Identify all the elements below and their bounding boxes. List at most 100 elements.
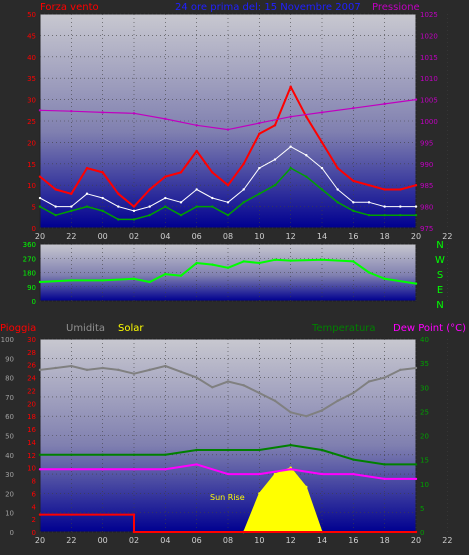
x-tick-label: 04 xyxy=(160,232,170,241)
dew-point-point xyxy=(258,472,261,476)
wind-gust-point xyxy=(320,141,324,144)
wind-direction-point xyxy=(320,258,324,262)
direction-y-tick: 0 xyxy=(32,298,36,306)
wind-gust-point xyxy=(242,162,245,165)
humidity-y-tick: 0 xyxy=(10,529,14,537)
wind-direction-point xyxy=(367,271,371,274)
pressure-y-tick: 1025 xyxy=(420,11,438,19)
wind-gust-point xyxy=(70,192,73,195)
wind-direction-point xyxy=(164,272,167,276)
wind-low-point xyxy=(117,218,120,221)
x-tick-label: 22 xyxy=(442,232,452,241)
wind-low-point xyxy=(242,201,245,204)
wind-gust-point xyxy=(132,205,136,208)
wind-low-point xyxy=(273,184,277,187)
rain-point xyxy=(132,513,136,516)
wind-gust-point xyxy=(258,132,261,136)
wind-low-point xyxy=(70,209,73,213)
rain-y-tick: 0 xyxy=(32,529,36,537)
wind-low-point xyxy=(383,213,386,217)
pressure-y-tick: 1015 xyxy=(420,54,438,62)
wind-avg-point xyxy=(54,205,57,208)
wind-direction-point xyxy=(226,266,230,269)
pressure-point xyxy=(132,112,136,115)
temperature-point xyxy=(226,448,230,452)
wind-gust-point xyxy=(179,171,183,174)
x-tick-label: 08 xyxy=(223,536,233,545)
wind-low-point xyxy=(211,205,214,208)
rain-y-tick: 8 xyxy=(32,478,36,486)
pressure-y-tick: 995 xyxy=(420,139,433,147)
humidity-y-tick: 10 xyxy=(5,510,14,518)
humidity-y-tick: 70 xyxy=(5,394,14,402)
temperature-point xyxy=(195,448,198,452)
wind-low-point xyxy=(289,166,292,170)
humidity-point xyxy=(399,368,402,372)
wind-gust-point xyxy=(117,192,120,195)
x-tick-label: 12 xyxy=(286,536,296,545)
pressure-point xyxy=(414,98,418,101)
temperature-y-tick: 35 xyxy=(420,360,429,368)
temperature-y-tick: 20 xyxy=(420,433,429,441)
humidity-point xyxy=(352,391,355,395)
humidity-y-tick: 90 xyxy=(5,355,14,363)
x-tick-label: 14 xyxy=(317,232,327,241)
rain-y-tick: 26 xyxy=(27,362,36,370)
dew-point-point xyxy=(132,468,136,471)
humidity-point xyxy=(320,409,324,412)
wind-avg-point xyxy=(179,201,183,204)
wind-gust-point xyxy=(164,175,167,178)
wind-avg-point xyxy=(320,166,324,170)
wind-direction-point xyxy=(289,259,292,262)
wind-gust-point xyxy=(336,166,339,170)
dew-point-point xyxy=(70,468,73,471)
wind-gust-point xyxy=(38,175,42,178)
rain-line xyxy=(40,513,416,533)
temperature-point xyxy=(164,453,167,456)
wind-low-point xyxy=(179,213,183,217)
x-tick-label: 00 xyxy=(98,536,108,545)
x-tick-label: 22 xyxy=(442,536,452,545)
rain-y-tick: 24 xyxy=(27,375,36,383)
temperature-y-tick: 5 xyxy=(420,505,424,513)
wind-gust-point xyxy=(367,184,371,187)
dew-point-label: Dew Point (°C) xyxy=(393,323,466,334)
pressure-label: Pressione xyxy=(372,2,420,13)
dew-point-point xyxy=(289,468,292,471)
temperature-y-tick: 40 xyxy=(420,336,429,344)
x-tick-label: 02 xyxy=(129,536,139,545)
temperature-point xyxy=(414,463,418,466)
wind-direction-point xyxy=(273,258,277,262)
wind-y-tick: 10 xyxy=(27,182,36,190)
wind-y-tick: 35 xyxy=(27,75,36,83)
wind-avg-point xyxy=(414,205,418,208)
wind-low-point xyxy=(195,205,198,208)
humidity-point xyxy=(132,372,136,375)
wind-gust-point xyxy=(226,184,230,187)
wind-direction-point xyxy=(70,279,73,282)
wind-low-point xyxy=(54,213,57,217)
humidity-point xyxy=(211,386,214,389)
x-tick-label: 22 xyxy=(66,536,76,545)
wind-avg-point xyxy=(352,201,355,204)
pressure-point xyxy=(352,106,355,110)
x-tick-label: 12 xyxy=(286,232,296,241)
wind-gust-point xyxy=(352,179,355,183)
humidity-point xyxy=(117,368,120,372)
wind-low-point xyxy=(101,209,104,213)
pressure-y-tick: 1000 xyxy=(420,118,438,126)
wind-low-point xyxy=(164,205,167,208)
temperature-y-tick: 0 xyxy=(420,529,424,537)
wind-low-point xyxy=(258,192,261,195)
x-tick-label: 10 xyxy=(254,536,264,545)
pressure-point xyxy=(101,111,104,114)
wind-gust-point xyxy=(414,184,418,187)
x-tick-label: 20 xyxy=(35,232,45,241)
wind-gust-point xyxy=(195,149,198,153)
solar-point xyxy=(273,472,277,476)
temperature-y-tick: 30 xyxy=(420,384,429,392)
temperature-point xyxy=(38,453,42,456)
humidity-point xyxy=(289,411,292,414)
wind-y-tick: 30 xyxy=(27,97,36,105)
